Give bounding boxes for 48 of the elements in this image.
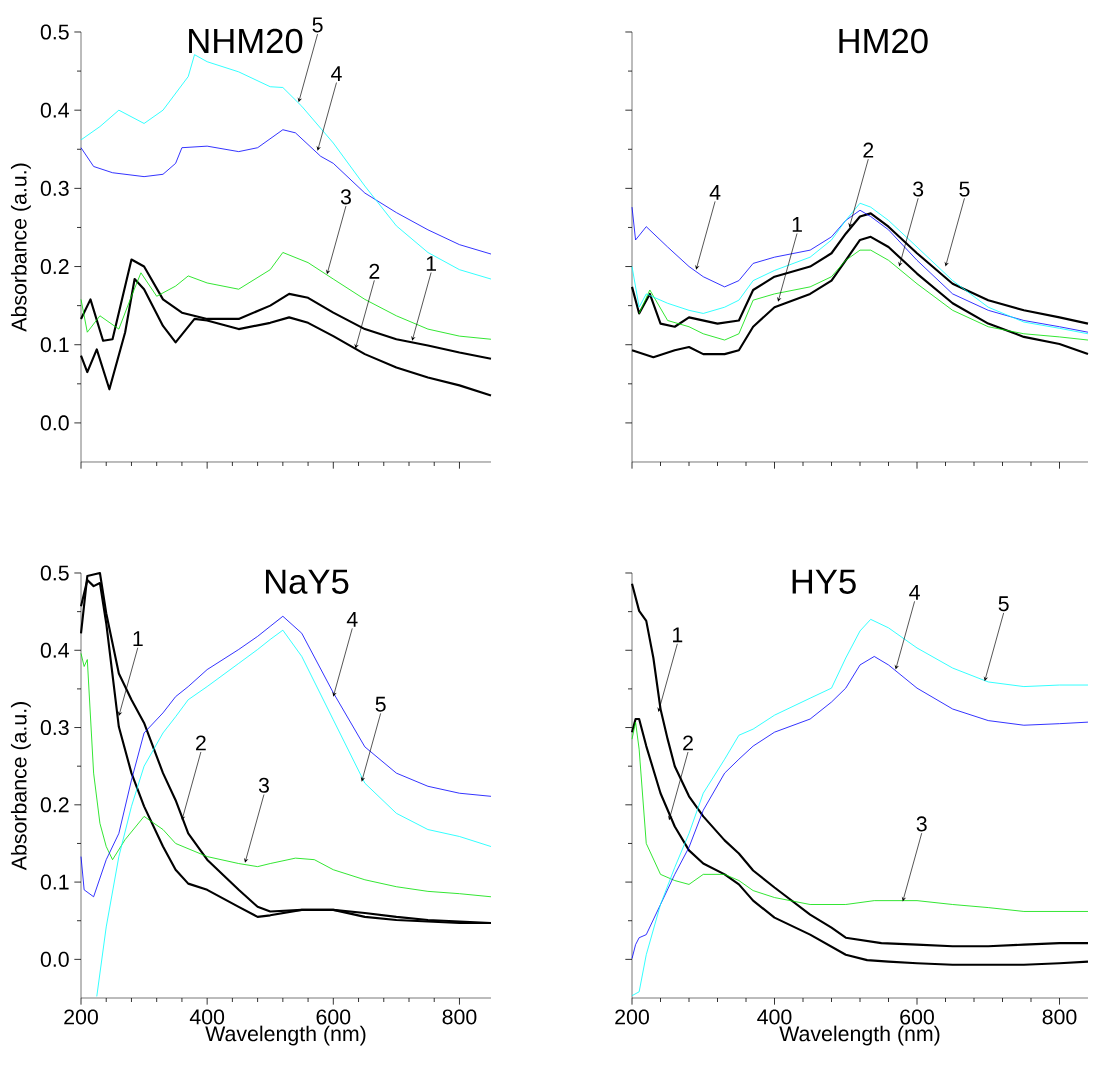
x-axis-title: Wavelength (nm) [779, 1025, 940, 1046]
annotation: 4 [346, 612, 358, 627]
y-tick-label: 0.2 [40, 259, 69, 275]
annotation: 5 [959, 181, 970, 197]
y-tick-label: 0.2 [40, 797, 69, 813]
chart-title: NHM20 [189, 28, 303, 54]
y-tick-label: 0.1 [40, 874, 69, 890]
y-tick-label: 0.1 [40, 337, 69, 353]
annotation: 5 [998, 596, 1009, 612]
annotation: 1 [792, 217, 802, 232]
y-axis-title: Absorbance (a.u.) [10, 163, 31, 332]
annotation: 4 [331, 66, 342, 81]
y-axis-title: Absorbance (a.u.) [10, 702, 31, 871]
x-axis-title: Wavelength (nm) [205, 1025, 366, 1046]
x-tick-label: 200 [615, 1009, 649, 1025]
annotation: 1 [673, 627, 683, 643]
x-tick-label: 600 [316, 1009, 351, 1025]
y-tick-label: 0.3 [40, 180, 69, 196]
chart-title: HY5 [792, 569, 856, 594]
y-tick-label: 0.4 [40, 102, 69, 118]
annotation: 3 [340, 189, 351, 205]
x-tick-label: 800 [442, 1009, 477, 1025]
x-tick-label: 400 [189, 1009, 225, 1025]
annotation: 1 [426, 256, 436, 271]
annotation: 2 [683, 735, 693, 751]
annotation: 2 [369, 263, 380, 279]
annotation: 3 [916, 816, 927, 832]
y-tick-label: 0.0 [40, 415, 69, 431]
annotation: 3 [258, 777, 269, 793]
annotation: 5 [375, 696, 386, 712]
annotation: 1 [133, 631, 143, 646]
x-tick-label: 400 [757, 1009, 792, 1025]
annotation: 2 [863, 142, 874, 158]
y-tick-label: 0.3 [40, 720, 69, 736]
chart-title: NaY5 [265, 569, 349, 594]
y-tick-label: 0.5 [40, 24, 69, 40]
annotation: 4 [709, 185, 721, 200]
x-tick-label: 600 [900, 1009, 934, 1025]
annotation: 3 [913, 181, 924, 197]
annotation: 5 [312, 17, 323, 33]
y-tick-label: 0.5 [40, 565, 69, 581]
annotation: 4 [909, 584, 920, 600]
x-tick-label: 200 [64, 1009, 98, 1025]
x-tick-label: 800 [1042, 1009, 1077, 1025]
annotation: 2 [196, 735, 206, 751]
chart-title: HM20 [839, 28, 928, 54]
y-tick-label: 0.0 [40, 951, 69, 967]
y-tick-label: 0.4 [40, 642, 69, 658]
